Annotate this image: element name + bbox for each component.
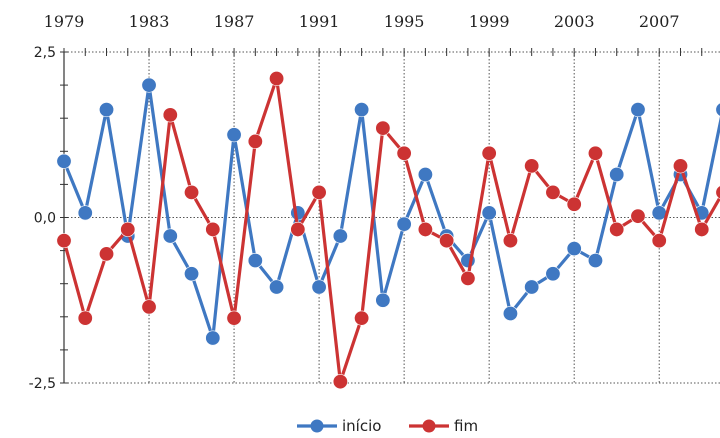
data-point-fim — [120, 221, 136, 237]
x-tick-label: 1991 — [299, 12, 340, 31]
data-point-fim — [502, 233, 518, 249]
y-tick-label: 0,0 — [34, 211, 56, 227]
data-point-fim — [332, 374, 348, 390]
data-point-inicio — [609, 166, 625, 182]
series-group — [56, 70, 720, 390]
y-tick-label: 2,5 — [34, 45, 56, 61]
data-point-inicio — [715, 102, 720, 117]
data-point-fim — [311, 184, 327, 200]
data-point-inicio — [247, 253, 263, 269]
data-point-inicio — [354, 102, 370, 118]
data-point-fim — [460, 270, 476, 286]
data-point-fim — [205, 221, 221, 237]
data-point-fim — [672, 158, 688, 174]
data-point-fim — [375, 120, 391, 136]
data-point-fim — [396, 145, 412, 161]
data-point-inicio — [417, 166, 433, 182]
x-axis-ticks: 1979 1983 1987 1991 1995 1999 2003 2007 — [44, 12, 680, 31]
data-point-inicio — [545, 266, 561, 282]
data-point-inicio — [226, 127, 242, 143]
data-point-fim — [694, 221, 710, 237]
data-point-inicio — [162, 228, 178, 244]
data-point-fim — [630, 208, 646, 224]
data-point-fim — [290, 221, 306, 237]
data-point-inicio — [77, 205, 93, 221]
data-point-inicio — [396, 216, 412, 232]
x-tick-label: 2007 — [639, 12, 680, 31]
data-point-fim — [439, 233, 455, 249]
data-point-inicio — [56, 153, 72, 169]
legend-marker-inicio — [310, 419, 324, 433]
data-point-fim — [481, 145, 497, 161]
data-point-fim — [56, 233, 72, 249]
x-tick-label: 1999 — [469, 12, 510, 31]
data-point-inicio — [524, 279, 540, 295]
data-point-fim — [417, 221, 433, 237]
legend-marker-fim — [422, 419, 436, 433]
data-point-fim — [587, 145, 603, 161]
data-point-inicio — [566, 241, 582, 257]
data-point-fim — [715, 185, 720, 200]
data-point-inicio — [375, 292, 391, 308]
data-point-inicio — [269, 279, 285, 295]
y-tick-label: -2,5 — [29, 376, 56, 392]
y-axis-ticks: 2,5 0,0 -2,5 — [29, 45, 56, 392]
data-point-fim — [269, 70, 285, 86]
data-point-inicio — [502, 305, 518, 321]
series-line-fim — [62, 76, 720, 384]
data-point-inicio — [332, 228, 348, 244]
legend: início fim — [297, 417, 478, 435]
data-point-fim — [99, 246, 115, 262]
axes — [60, 48, 703, 384]
data-point-fim — [545, 184, 561, 200]
data-point-fim — [524, 158, 540, 174]
data-point-fim — [162, 107, 178, 123]
data-point-inicio — [184, 266, 200, 282]
data-point-fim — [226, 310, 242, 326]
data-point-inicio — [141, 77, 157, 93]
data-point-fim — [609, 221, 625, 237]
data-point-fim — [184, 184, 200, 200]
data-point-inicio — [587, 253, 603, 269]
x-tick-label: 2003 — [554, 12, 595, 31]
x-tick-label: 1979 — [44, 12, 85, 31]
gridlines — [64, 51, 720, 384]
data-point-fim — [566, 196, 582, 212]
x-tick-label: 1983 — [129, 12, 170, 31]
data-point-fim — [354, 310, 370, 326]
x-tick-label: 1995 — [384, 12, 425, 31]
data-point-inicio — [205, 330, 221, 346]
data-point-inicio — [99, 102, 115, 118]
data-point-fim — [651, 233, 667, 249]
series-line-inicio — [62, 83, 720, 340]
data-point-inicio — [481, 205, 497, 221]
data-point-fim — [141, 299, 157, 315]
data-point-inicio — [630, 102, 646, 118]
data-point-fim — [247, 133, 263, 149]
data-point-fim — [77, 310, 93, 326]
x-tick-label: 1987 — [214, 12, 255, 31]
legend-label-fim: fim — [454, 417, 478, 435]
data-point-inicio — [311, 279, 327, 295]
legend-label-inicio: início — [342, 417, 381, 435]
